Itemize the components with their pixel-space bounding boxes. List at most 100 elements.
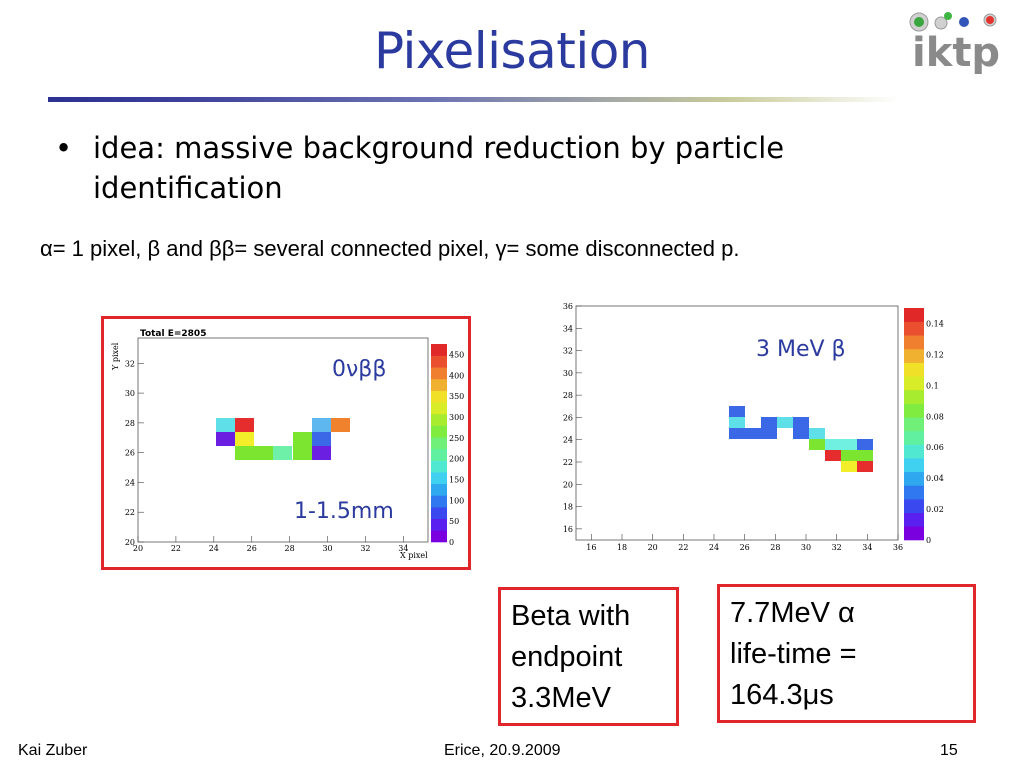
y-tick-label: 32 [125,359,135,368]
pixel [857,450,873,461]
left-plot-scale: 1-1.5mm [294,499,394,524]
left-plot-frame [101,316,471,570]
colorbar-cell [904,348,924,363]
pixel [809,439,825,450]
y-tick-label: 36 [563,302,573,311]
x-tick-label: 28 [285,544,295,553]
pixel [857,461,873,472]
y-tick-label: 16 [563,525,573,534]
y-tick-label: 32 [563,347,573,356]
y-tick-label: 26 [563,413,573,422]
pixel [235,418,254,432]
pixel [825,439,841,450]
colorbar-tick-label: 0.12 [926,350,944,359]
colorbar-cell [904,471,924,486]
y-tick-label: 22 [125,508,135,517]
x-tick-label: 30 [801,543,811,552]
colorbar-cell [431,437,447,450]
title-divider [48,97,900,102]
x-tick-label: 30 [322,544,332,553]
x-tick-label: 36 [893,543,903,552]
colorbar-tick-label: 200 [449,455,464,464]
colorbar-cell [431,425,447,438]
colorbar-cell [904,321,924,336]
alpha-info-box: 7.7MeV α life-time = 164.3μs [717,584,976,723]
pixel [254,446,273,460]
colorbar-tick-label: 0.08 [926,412,944,421]
pixel [216,432,235,446]
y-tick-label: 22 [563,458,573,467]
pixel [312,418,331,432]
colorbar-cell [431,460,447,473]
y-tick-label: 18 [563,503,573,512]
colorbar-tick-label: 0.1 [926,381,939,390]
x-tick-label: 34 [398,544,408,553]
colorbar-cell [431,472,447,485]
pixel [312,446,331,460]
colorbar-cell [431,413,447,426]
colorbar-tick-label: 0.02 [926,505,944,514]
colorbar-cell [431,530,447,543]
beta-line-1: Beta with [511,600,631,632]
colorbar-tick-label: 400 [449,371,464,380]
pixel [273,446,292,460]
pixel [841,439,857,450]
y-tick-label: 20 [125,538,135,547]
colorbar-cell [904,526,924,541]
x-tick-label: 28 [770,543,780,552]
colorbar-cell [431,495,447,508]
pixel [331,418,350,432]
x-tick-label: 18 [617,543,627,552]
x-tick-label: 22 [171,544,181,553]
pixel [293,446,312,460]
y-tick-label: 24 [563,436,573,445]
pixel [729,417,745,428]
pixel [761,428,777,439]
left-plot-title: Total E=2805 [140,329,206,339]
y-tick-label: 34 [563,324,573,333]
pixel [235,446,254,460]
colorbar-cell [904,512,924,527]
left-plot-ylabel: Y pixel [111,342,120,371]
alpha-line-2: life-time = [730,638,857,670]
colorbar-cell [904,485,924,500]
alpha-line-1: 7.7MeV α [730,597,855,629]
colorbar-cell [431,483,447,496]
colorbar-cell [904,308,924,322]
colorbar-cell [904,335,924,350]
iktp-logo: iktp [909,12,1000,74]
pixel [777,417,793,428]
colorbar-cell [431,344,447,356]
left-pixel-plot: Total E=2805 Y pixel X pixel 20 22 24 26 28 3… [104,320,464,562]
colorbar-cell [904,403,924,418]
pixel [841,461,857,472]
pixel [312,432,331,446]
x-tick-label: 16 [586,543,596,552]
colorbar-tick-label: 300 [449,413,464,422]
x-tick-label: 20 [133,544,143,553]
colorbar-tick-label: 100 [449,496,464,505]
colorbar-cell [431,390,447,403]
slide-title: Pixelisation [373,22,651,80]
colorbar-cell [904,444,924,459]
left-plot-annotation: 0νββ [332,357,386,382]
colorbar-tick-label: 0.06 [926,443,944,452]
x-tick-label: 32 [832,543,842,552]
alpha-line-3: 164.3μs [730,679,834,711]
y-tick-label: 28 [125,419,135,428]
y-tick-label: 30 [563,369,573,378]
x-tick-label: 26 [247,544,257,553]
colorbar-tick-label: 0.04 [926,474,944,483]
colorbar-cell [431,367,447,380]
colorbar-tick-label: 450 [449,350,464,359]
pixel [841,450,857,461]
colorbar-cell [904,389,924,404]
right-plot-annotation: 3 MeV β [756,337,846,362]
pixel [761,417,777,428]
colorbar-cell [904,362,924,377]
bullet-dot: • [55,131,73,165]
colorbar-cell [904,458,924,473]
colorbar-tick-label: 0 [926,536,931,545]
x-tick-label: 26 [740,543,750,552]
y-tick-label: 24 [125,478,135,487]
